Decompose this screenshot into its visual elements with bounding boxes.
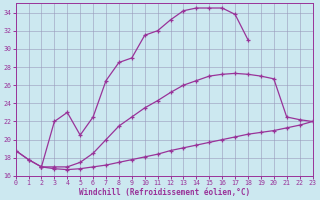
X-axis label: Windchill (Refroidissement éolien,°C): Windchill (Refroidissement éolien,°C) bbox=[78, 188, 250, 197]
